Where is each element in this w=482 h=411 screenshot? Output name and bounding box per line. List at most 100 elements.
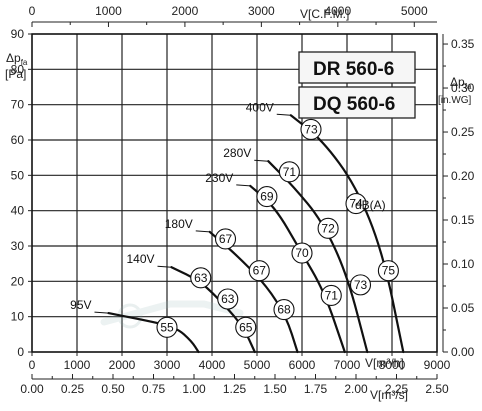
plot-frame [31,33,438,353]
sound-level-circle [300,118,322,140]
model-box-dr: DR 560-6 [298,51,416,84]
x-bottom2-tick-label: 1.00 [182,382,206,396]
y-right-symbol: Δp [450,75,465,89]
sound-level-circle [248,260,270,282]
sound-level-value: 73 [354,278,368,292]
x-top-tick-label: 4000 [324,4,351,18]
y-right-sub: fa [465,82,472,91]
x-top-tick-label: 5000 [401,4,428,18]
x-bottom2-tick-label: 1.75 [304,382,328,396]
y-left-label: Δpfa [6,51,28,67]
x-bottom-tick-label: 6000 [289,358,316,372]
sound-level-circle [235,316,257,338]
x-bottom2-tick-label: 1.50 [263,382,287,396]
sound-level-circle [291,242,313,264]
y-right-unit: [in.WG] [438,95,472,106]
curve-label-leader [254,159,269,162]
x-bottom2-tick-label: 2.00 [344,382,368,396]
y-right-label: Δpfa [450,75,472,91]
x-bottom2-unit: V[m³/s] [370,388,408,402]
sound-level-circle [377,260,399,282]
x-bottom-tick-label: 3000 [154,358,181,372]
sound-level-value: 67 [219,232,233,246]
sound-level-value: 71 [283,165,297,179]
y-left-tick-label: 30 [11,239,25,253]
sound-level-circle [278,161,300,183]
x-top-tick-label: 1000 [95,4,122,18]
y-left-tick-label: 90 [11,27,25,41]
curve-label-140v: 140V [126,252,154,266]
x-top-unit: V[C.F.M.] [300,7,349,21]
model-dr-label: DR 560-6 [313,59,394,80]
y-left-tick-label: 60 [11,133,25,147]
sound-level-value: 71 [325,288,339,302]
y-left-tick-label: 70 [11,98,25,112]
curve-label-230v: 230V [205,171,233,185]
tick-labels: 0 1000 2000 3000 4000 5000 0 1000 2000 3000 4000 50… [11,4,475,396]
curve-label-180v: 180V [165,217,193,231]
sound-level-value: 55 [160,320,174,334]
sound-level-circle [217,288,239,310]
sound-level-markers: 55 65 63 63 67 67 68 69 70 71 71 72 73 73 74 75 [156,118,399,338]
x-top-tick-label: 2000 [172,4,199,18]
model-box-dq: DQ 560-6 [298,86,416,119]
curve-label-400v: 400V [246,100,274,114]
y-right-tick-label: 0.00 [451,345,475,359]
x-bottom2-tick-label: 0.75 [142,382,166,396]
x-bottom2-tick-label: 1.25 [223,382,247,396]
x-bottom-tick-label: 8000 [379,358,406,372]
sound-level-value: 73 [304,122,318,136]
sound-level-circle [256,185,278,208]
x-bottom-unit: V[m³/h] [365,356,404,370]
sound-level-value: 74 [349,197,363,211]
curve-label-280v: 280V [223,146,251,160]
sound-level-circle [320,284,342,307]
x-bottom-tick-label: 7000 [334,358,361,372]
curve-label-95v: 95V [70,298,91,312]
y-right-tick-label: 0.30 [451,81,475,95]
y-left-tick-label: 20 [11,274,25,288]
y-left-symbol: Δp [6,51,21,65]
sound-level-circle [156,316,178,338]
y-right-tick-label: 0.20 [451,169,475,183]
curve-label-leader [195,230,210,233]
sound-level-value: 69 [260,190,274,204]
y-left-tick-label: 50 [11,168,25,182]
x-bottom2-tick-label: 0.50 [101,382,125,396]
fan-curve-400v [289,114,405,354]
y-left-sub: fa [21,58,28,67]
x-bottom2-tick-label: 2.50 [425,382,449,396]
sound-level-circle [317,217,339,239]
curve-label-leader [94,311,109,314]
sound-level-value: 63 [221,292,235,306]
x-bottom2-tick-label: 0.00 [20,382,44,396]
sound-level-value: 72 [321,221,335,235]
curve-label-leader [276,113,291,116]
x-top-tick-label: 3000 [248,4,275,18]
sound-level-value: 67 [253,264,267,278]
y-left-tick-label: 10 [11,310,25,324]
fan-curve-230v [249,184,346,354]
y-left-unit: [Pa] [5,67,26,81]
y-left-tick-label: 40 [11,204,25,218]
sound-level-value: 75 [382,264,396,278]
y-right-tick-label: 0.35 [451,37,475,51]
x-bottom-tick-label: 4000 [199,358,226,372]
x-bottom2-tick-label: 0.25 [61,382,85,396]
sound-level-circle [190,267,212,289]
x-bottom-tick-label: 9000 [424,358,451,372]
axes [28,21,448,380]
fan-curve-280v [267,160,369,354]
curve-label-leader [236,184,251,187]
model-dq-label: DQ 560-6 [313,94,395,115]
sound-level-circle [345,193,367,215]
x-bottom-tick-label: 0 [29,358,36,372]
y-right-tick-label: 0.25 [451,125,475,139]
sound-level-circle [273,299,295,321]
sound-level-circle [214,228,237,250]
x-bottom-tick-label: 2000 [109,358,136,372]
sound-level-circle [349,274,372,296]
curve-label-leader [157,265,172,268]
x-top-tick-label: 0 [29,4,36,18]
